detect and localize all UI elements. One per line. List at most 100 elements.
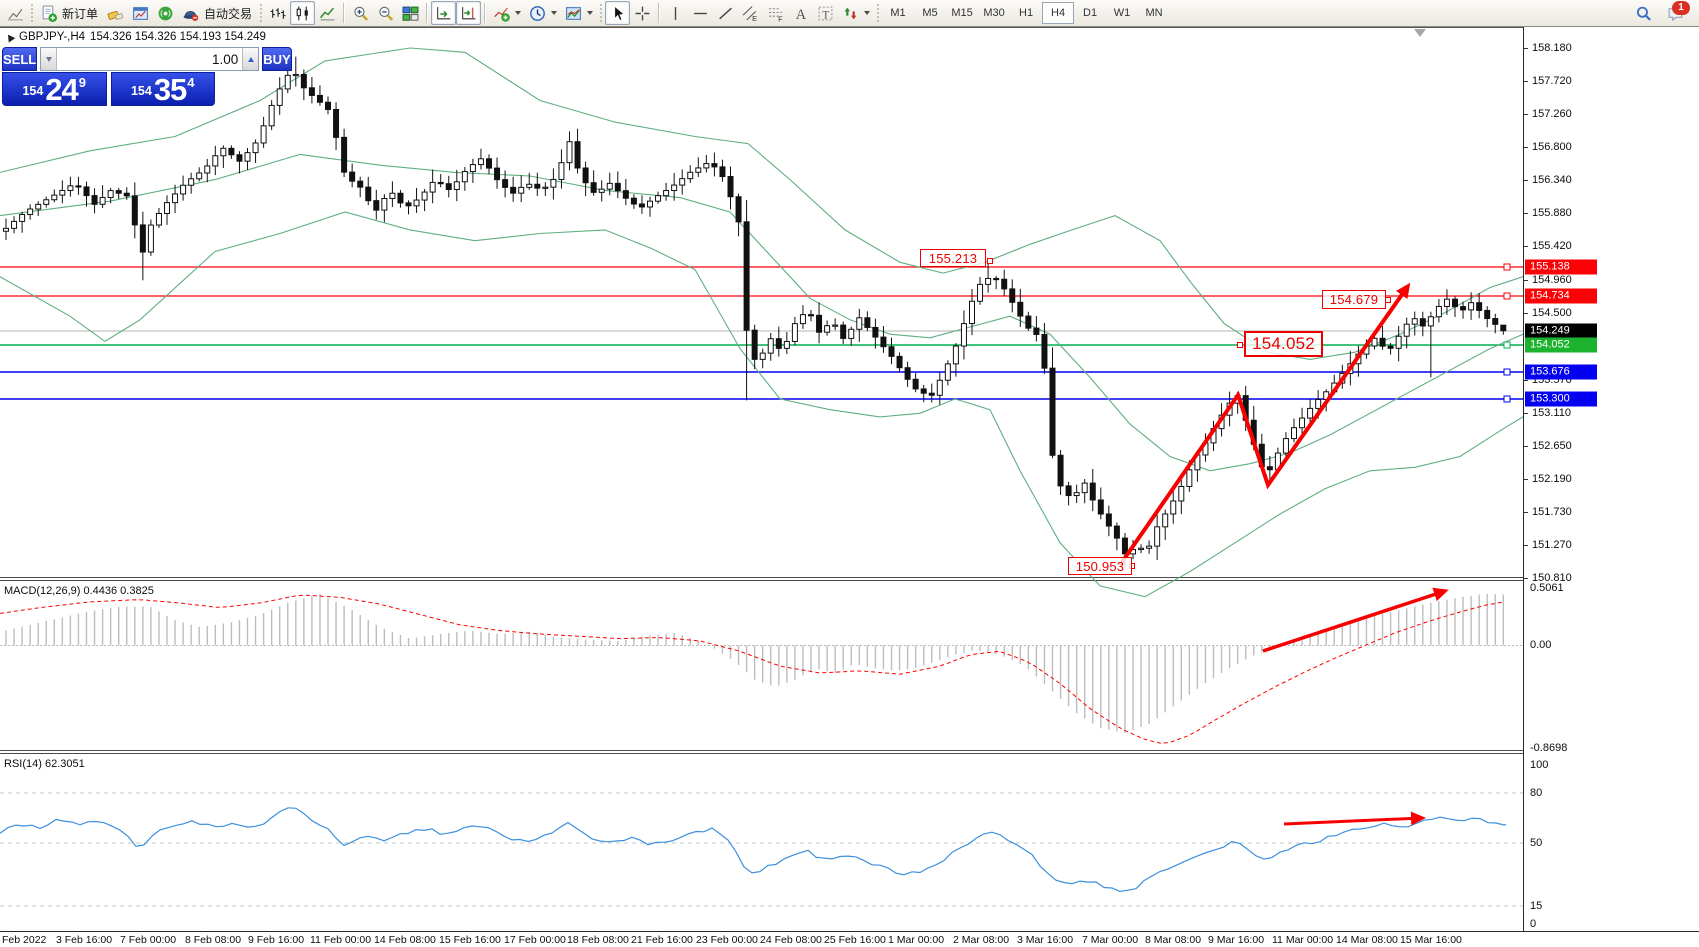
crosshair-button[interactable] [630,1,655,25]
axis-label: 154.960 [1532,274,1572,286]
periods-button[interactable] [525,1,550,25]
one-click-trading-panel: SELL BUY 154 24 9 154 35 4 [2,47,292,107]
chart-title: GBPJPY-,H4 154.326 154.326 154.193 154.2… [4,31,266,43]
market-watch-button[interactable] [128,1,153,25]
timeframe-m1-button[interactable]: M1 [890,7,906,19]
timeframe-m30-button[interactable]: M30 [983,7,1005,19]
buy-button[interactable]: BUY [262,47,292,71]
sell-button[interactable]: SELL [2,47,38,71]
axis-label: 0.00 [1530,639,1552,651]
equidistant-channel-button[interactable]: E [738,1,763,25]
time-label: 25 Feb 16:00 [824,934,886,946]
annotation-150953[interactable]: 150.953 [1068,557,1132,575]
templates-icon [566,6,581,20]
notifications-button[interactable]: 1 [1664,1,1690,24]
templates-dropdown-icon[interactable] [587,11,594,15]
periods-dropdown-icon[interactable] [551,11,558,15]
new-order-icon [42,5,57,22]
annotation-154679[interactable]: 154.679 [1322,290,1386,309]
price-axis[interactable]: 158.180 157.720 157.260 156.800 156.340 155.8… [1523,27,1699,931]
indicators-button[interactable] [489,1,514,25]
timeframe-d1-button[interactable]: D1 [1083,7,1098,19]
vertical-line-button[interactable] [663,1,688,25]
text-button[interactable]: A [788,1,813,25]
arrows-icon [844,7,857,19]
search-button[interactable] [1631,1,1656,25]
arrows-button[interactable] [838,1,863,25]
axis-label: -0.8698 [1530,742,1568,754]
tick-mark [1524,545,1528,546]
auto-trading-icon [183,10,199,21]
eraser-button[interactable] [103,1,128,25]
zoom-out-button[interactable] [373,1,398,25]
tick-mark [1524,380,1528,381]
toolbar-separator [484,3,487,23]
auto-scroll-button[interactable] [431,1,457,25]
time-label: 18 Feb 08:00 [567,934,629,946]
eraser-icon [107,10,124,20]
symbol-period-label: GBPJPY-,H4 [19,31,86,43]
macd-label: MACD(12,26,9) 0.4436 0.3825 [4,585,154,597]
time-label: 21 Feb 16:00 [631,934,693,946]
tick-mark [1524,578,1528,579]
auto-trading-button[interactable] [178,1,203,25]
indicators-dropdown-icon[interactable] [515,11,522,15]
toolbar-separator [426,3,429,23]
candlestick-button[interactable] [290,1,316,25]
vertical-line-icon [674,6,677,20]
annotation-155213[interactable]: 155.213 [920,249,986,267]
time-label: 8 Mar 08:00 [1145,934,1202,946]
time-label: 3 Mar 16:00 [1017,934,1074,946]
tile-windows-button[interactable] [398,1,423,25]
timeframe-h1-button[interactable]: H1 [1019,7,1034,19]
bar-chart-button[interactable] [265,1,290,25]
fibonacci-button[interactable]: F [763,1,788,25]
axis-label: 154.500 [1532,307,1572,319]
sell-price[interactable]: 154 24 9 [2,72,107,106]
axis-label: 153.110 [1532,407,1571,419]
arrows-dropdown-icon[interactable] [864,11,871,15]
chart-mini-button[interactable] [3,1,28,25]
price-badge-155.138: 155.138 [1525,259,1597,275]
auto-trading-label[interactable]: 自动交易 [204,6,253,21]
axis-label: 100 [1530,759,1549,771]
templates-button[interactable] [561,1,586,25]
volume-input[interactable] [57,48,243,70]
time-label: 17 Feb 00:00 [504,934,566,946]
svg-text:E: E [752,13,757,21]
time-axis[interactable]: Feb 2022 3 Feb 16:00 7 Feb 00:00 8 Feb 08:0… [0,931,1699,947]
toolbar-separator [658,3,661,23]
timeframe-mn-button[interactable]: MN [1145,7,1163,19]
chart-shift-button[interactable] [456,1,482,25]
text-label-button[interactable]: T [813,1,838,25]
tile-windows-icon [402,6,419,21]
fibonacci-icon: F [769,7,783,22]
buy-price[interactable]: 154 35 4 [110,72,215,107]
volume-increase-button[interactable] [242,48,259,70]
volume-decrease-button[interactable] [41,48,58,70]
timeframe-h4-button[interactable]: H4 [1042,2,1075,24]
zoom-in-button[interactable] [348,1,373,25]
new-order-button[interactable] [36,1,61,25]
periods-icon [530,5,545,21]
toolbar-grip [259,3,264,23]
timeframe-w1-button[interactable]: W1 [1113,7,1131,19]
annotation-154052[interactable]: 154.052 [1244,331,1323,357]
horizontal-line-button[interactable] [688,1,713,25]
buy-price-main: 35 [153,72,187,107]
timeframe-m15-button[interactable]: M15 [951,7,973,19]
data-window-button[interactable] [153,1,178,25]
time-label: 9 Mar 16:00 [1208,934,1265,946]
new-order-label[interactable]: 新订单 [62,6,99,21]
line-chart-icon [320,7,335,20]
cursor-button[interactable] [605,1,631,25]
trendline-button[interactable] [713,1,738,25]
timeframe-m5-button[interactable]: M5 [922,7,938,19]
horizontal-line-icon [694,12,707,14]
axis-label: 156.800 [1532,141,1572,153]
tick-mark [1524,114,1528,115]
chevron-up-icon [247,56,254,62]
line-chart-button[interactable] [315,1,340,25]
text-label-icon: T [818,6,833,21]
